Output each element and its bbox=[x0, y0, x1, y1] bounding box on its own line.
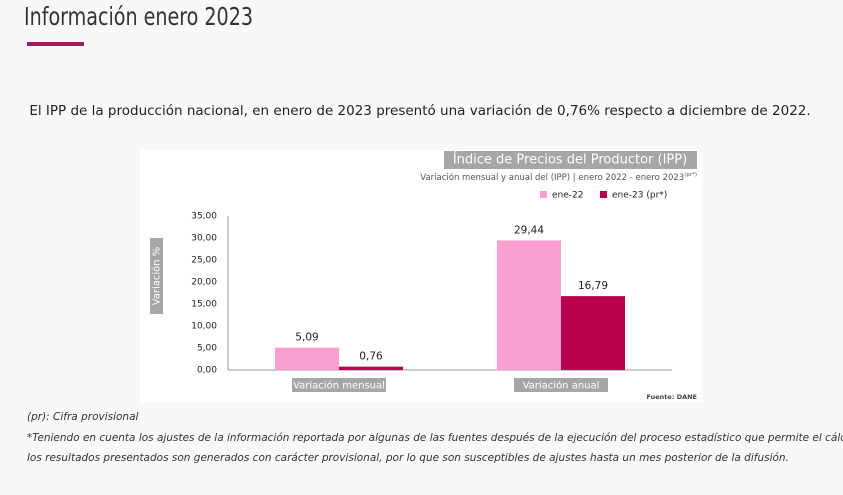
y-axis-label: Variación % bbox=[151, 247, 163, 306]
y-tick-label: 0,00 bbox=[197, 366, 217, 376]
legend-label: ene-23 (pr*) bbox=[612, 191, 667, 201]
bar bbox=[275, 347, 339, 370]
y-tick-label: 30,00 bbox=[191, 234, 217, 244]
chart-subtitle: Variación mensual y anual del (IPP) | en… bbox=[420, 172, 697, 183]
y-tick-label: 25,00 bbox=[191, 256, 217, 266]
title-underline bbox=[27, 42, 84, 46]
y-tick-label: 35,00 bbox=[191, 212, 217, 222]
y-tick-label: 20,00 bbox=[191, 278, 217, 288]
legend-label: ene-22 bbox=[552, 191, 583, 201]
page-title: Información enero 2023 bbox=[24, 2, 253, 31]
legend-swatch bbox=[600, 191, 607, 198]
chart-title: Índice de Precios del Productor (IPP) bbox=[453, 152, 687, 168]
y-tick-label: 15,00 bbox=[191, 300, 217, 310]
value-label: 5,09 bbox=[295, 332, 318, 344]
y-label-box bbox=[150, 238, 163, 314]
legend-swatch bbox=[540, 191, 547, 198]
value-label: 29,44 bbox=[514, 224, 544, 236]
y-tick-label: 10,00 bbox=[191, 322, 217, 332]
category-box bbox=[514, 378, 608, 392]
value-label: 16,79 bbox=[578, 280, 608, 292]
category-box bbox=[292, 378, 386, 392]
note: los resultados presentados son generados… bbox=[27, 452, 789, 464]
subtitle-sup: (pr*) bbox=[684, 172, 697, 178]
intro-text: El IPP de la producción nacional, en ene… bbox=[29, 103, 810, 119]
subtitle-text: Variación mensual y anual del (IPP) | en… bbox=[420, 172, 684, 183]
note: (pr): Cifra provisional bbox=[27, 411, 139, 423]
note: *Teniendo en cuenta los ajustes de la in… bbox=[27, 432, 843, 444]
y-tick-label: 5,00 bbox=[197, 344, 217, 354]
bar bbox=[497, 240, 561, 370]
x-tick-label: Variación anual bbox=[523, 380, 600, 392]
source: Fuente: DANE bbox=[647, 393, 697, 401]
x-tick-label: Variación mensual bbox=[293, 380, 385, 392]
bar bbox=[339, 366, 403, 370]
chart-title-box bbox=[444, 151, 697, 169]
value-label: 0,76 bbox=[359, 351, 383, 363]
bar bbox=[561, 296, 625, 370]
